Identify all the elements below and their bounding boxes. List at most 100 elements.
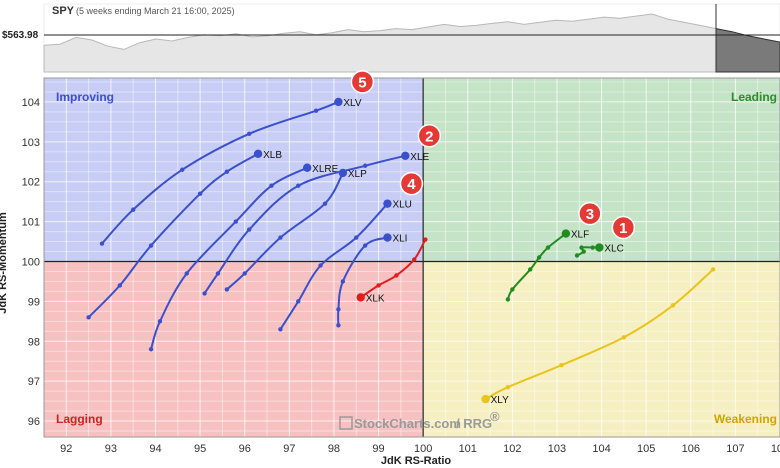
- x-tick-label: 94: [149, 443, 161, 455]
- x-tick-label: 96: [239, 443, 251, 455]
- point-label: XLF: [571, 230, 589, 241]
- tail-point: [278, 327, 283, 332]
- watermark-reg: ®: [490, 409, 500, 424]
- tail-point: [412, 257, 417, 262]
- point-label: XLI: [392, 234, 407, 245]
- x-tick-label: 103: [548, 443, 566, 455]
- y-tick-label: 97: [28, 376, 40, 388]
- price-label: $563.98: [2, 30, 39, 41]
- quadrant-lagging: [44, 261, 424, 437]
- x-tick-label: 106: [682, 443, 700, 455]
- quadrant-label-improving: Improving: [56, 90, 114, 104]
- x-tick-label: 99: [372, 443, 384, 455]
- tail-point: [590, 245, 595, 250]
- tail-point: [670, 303, 676, 308]
- tail-point: [621, 335, 627, 340]
- tail-point: [505, 297, 511, 302]
- tail-line: [484, 268, 715, 401]
- rank-badge-number: 5: [358, 74, 366, 91]
- head-point: [595, 243, 604, 252]
- period-subtitle: (5 weeks ending March 21 16:00, 2025): [76, 6, 235, 16]
- x-tick-label: 97: [283, 443, 295, 455]
- x-tick-label: 93: [105, 443, 117, 455]
- series-xlc: XLC 1: [574, 215, 636, 258]
- x-tick-label: 100: [414, 443, 432, 455]
- rank-badge: [611, 215, 636, 240]
- tail-point: [322, 201, 328, 206]
- tail-point: [157, 319, 163, 324]
- rank-badge: [417, 124, 442, 148]
- series-xlf: XLF 3: [505, 201, 602, 302]
- y-axis-title: JdK RS-Momentum: [0, 212, 9, 314]
- tail-point: [246, 131, 252, 137]
- point-label: XLK: [366, 293, 385, 304]
- benchmark-strip: SPY (5 weeks ending March 21 16:00, 2025…: [2, 3, 780, 73]
- tail-point: [336, 323, 341, 328]
- tail-point: [215, 271, 221, 276]
- head-point: [481, 394, 490, 404]
- x-tick-label: 107: [726, 443, 744, 455]
- point-label: XLV: [343, 98, 361, 109]
- tail-point: [581, 249, 586, 254]
- y-tick-label: 102: [22, 177, 40, 189]
- series-xlk: XLK: [356, 237, 428, 304]
- benchmark-area: [43, 13, 780, 73]
- tail-point: [224, 169, 230, 174]
- tail-point: [86, 315, 91, 320]
- tail-point: [148, 347, 154, 352]
- quadrant-label-lagging: Lagging: [56, 412, 103, 426]
- tail-point: [710, 267, 716, 272]
- point-label: XLRE: [312, 164, 338, 175]
- tail-point: [376, 283, 381, 288]
- series-xlb: XLB: [86, 149, 282, 320]
- tail-point: [574, 253, 580, 258]
- head-point: [302, 163, 312, 172]
- x-axis-title: JdK RS-Ratio: [381, 455, 452, 467]
- head-point: [561, 229, 571, 238]
- watermark-suffix: / RRG: [456, 416, 492, 431]
- tail-point: [528, 267, 533, 272]
- rank-badge-number: 2: [425, 128, 433, 145]
- rank-badge: [350, 70, 375, 94]
- x-tick-label: 105: [637, 443, 655, 455]
- tail-point: [313, 108, 319, 113]
- series-xle: XLE 2: [202, 124, 442, 296]
- benchmark-dark-area: [715, 27, 780, 73]
- rank-badge-number: 1: [619, 220, 627, 237]
- x-tick-label: 108: [771, 443, 780, 455]
- tail-point: [117, 283, 123, 288]
- tail-point: [180, 167, 185, 172]
- tail-point: [202, 291, 207, 296]
- tail-point: [362, 163, 368, 168]
- tail-point: [246, 227, 252, 232]
- series-xlre: XLRE: [148, 163, 339, 352]
- x-tick-label: 102: [503, 443, 521, 455]
- series-xlp: XLP: [224, 168, 367, 292]
- tail-point: [242, 271, 247, 276]
- series-xlv: XLV 5: [99, 70, 375, 246]
- plot-border: [43, 77, 780, 438]
- tail-point: [579, 245, 584, 250]
- y-tick-label: 101: [22, 217, 40, 229]
- watermark-icon: [339, 416, 353, 430]
- rank-badge: [399, 171, 424, 196]
- quadrant-layer: [44, 78, 780, 437]
- y-tick-label: 96: [28, 416, 40, 428]
- tail-point: [99, 241, 105, 246]
- tail-point: [278, 235, 283, 240]
- tail-point: [340, 279, 346, 284]
- head-point: [356, 293, 365, 302]
- point-label: XLP: [348, 169, 367, 180]
- tail-point: [510, 287, 515, 292]
- x-tick-label: 95: [194, 443, 206, 455]
- tail-point: [423, 237, 428, 242]
- series-xly: XLY: [481, 267, 716, 406]
- rank-badge-number: 4: [407, 176, 416, 193]
- point-label: XLB: [263, 150, 282, 161]
- head-point: [253, 149, 263, 158]
- tick-layer: 92 93 94 95 96 97 98 99 100 101 102 103 104 105 106 107…: [22, 97, 780, 455]
- head-point: [401, 151, 410, 160]
- tail-point: [224, 287, 230, 292]
- y-tick-label: 100: [22, 256, 40, 268]
